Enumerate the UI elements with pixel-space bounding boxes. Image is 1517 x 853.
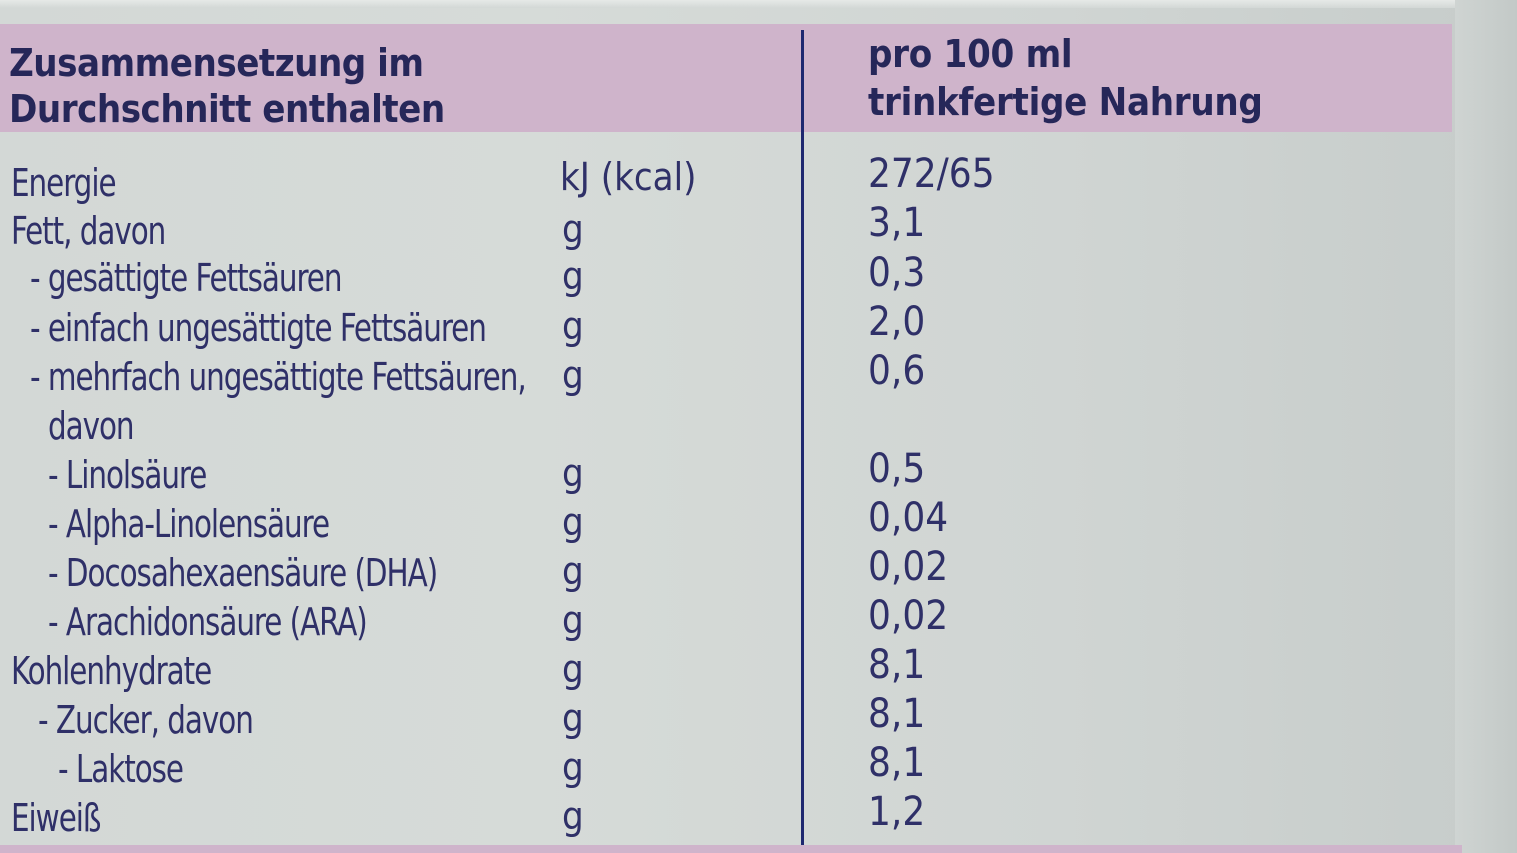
row-unit: g: [562, 254, 584, 298]
row-unit: g: [562, 598, 584, 642]
row-value: 0,02: [868, 544, 949, 590]
row-value: 8,1: [868, 740, 926, 786]
bottom-band: [0, 845, 1462, 853]
header-left-line-1: Zusammensetzung im: [9, 41, 424, 85]
row-label: davon: [48, 404, 135, 448]
row-value: 0,3: [868, 250, 926, 296]
row-value: 0,6: [868, 348, 926, 394]
row-label: Eiweiß: [11, 796, 101, 840]
row-unit: g: [562, 451, 584, 495]
row-label: Energie: [11, 161, 117, 205]
row-label: Fett, davon: [11, 209, 166, 253]
row-unit: g: [562, 696, 584, 740]
row-unit: g: [562, 745, 584, 789]
row-unit: g: [562, 304, 584, 348]
row-value: 272/65: [868, 151, 995, 197]
row-unit: g: [562, 549, 584, 593]
column-divider: [801, 30, 804, 853]
header-band: [0, 24, 1452, 132]
row-unit: g: [562, 353, 584, 397]
header-left-line-2: Durchschnitt enthalten: [9, 87, 445, 131]
carton-right-edge: [1455, 0, 1517, 853]
row-label: - einfach ungesättigte Fettsäuren: [30, 306, 487, 350]
row-value: 1,2: [868, 789, 926, 835]
row-unit: kJ (kcal): [560, 155, 697, 199]
row-value: 3,1: [868, 200, 926, 246]
row-label: Kohlenhydrate: [11, 649, 212, 693]
row-label: - mehrfach ungesättigte Fettsäuren,: [30, 355, 527, 399]
header-right-cell: pro 100 ml trinkfertige Nahrung: [868, 30, 1263, 126]
row-value: 8,1: [868, 642, 926, 688]
row-value: 2,0: [868, 299, 926, 345]
row-label: - Alpha-Linolensäure: [48, 502, 330, 546]
row-value: 0,5: [868, 446, 926, 492]
row-value: 0,02: [868, 593, 949, 639]
row-label: - Laktose: [58, 747, 184, 791]
row-unit: g: [562, 647, 584, 691]
row-unit: g: [562, 794, 584, 838]
row-label: - gesättigte Fettsäuren: [30, 256, 343, 300]
row-value: 8,1: [868, 691, 926, 737]
row-unit: g: [562, 207, 584, 251]
row-label: - Docosahexaensäure (DHA): [48, 551, 438, 595]
row-label: - Arachidonsäure (ARA): [48, 600, 368, 644]
header-right-line-2: trinkfertige Nahrung: [868, 80, 1263, 124]
row-unit: g: [562, 500, 584, 544]
header-left-cell: Zusammensetzung im Durchschnitt enthalte…: [9, 40, 569, 132]
row-label: - Zucker, davon: [38, 698, 254, 742]
header-right-line-1: pro 100 ml: [868, 32, 1073, 76]
row-value: 0,04: [868, 495, 949, 541]
row-label: - Linolsäure: [48, 453, 207, 497]
top-cut-edge: [0, 0, 1517, 8]
